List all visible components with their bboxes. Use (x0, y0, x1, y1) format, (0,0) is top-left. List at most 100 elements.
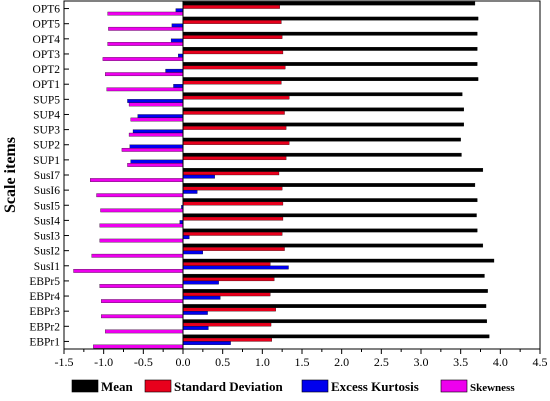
plot-area (63, 0, 541, 350)
bar-susi2-standard-deviation (182, 247, 285, 251)
legend-swatch-skewness (440, 379, 468, 393)
x-tick-label: 0.0 (176, 355, 191, 369)
bar-ebpr3-standard-deviation (182, 307, 276, 312)
bar-susi2-mean (182, 243, 484, 248)
x-tick-label: -1.5 (55, 355, 74, 369)
bar-ebpr4-excess-kurtosis (182, 295, 221, 300)
y-tick-label: SusI3 (34, 231, 60, 243)
bar-susi5-skewness (100, 208, 184, 213)
bar-susi7-standard-deviation (182, 171, 280, 176)
x-tick-marks (63, 349, 541, 354)
bar-susi5-mean (182, 198, 478, 203)
bars-layer (73, 1, 495, 349)
legend-label-skewness: Skewness (470, 382, 515, 394)
bar-ebpr1-standard-deviation (182, 337, 273, 342)
bar-ebpr2-skewness (105, 329, 184, 334)
y-tick-labels: OPT6 OPT5 OPT4 OPT3 OPT2 OPT1 SUP5 SUP4 SUP3 SUP2… (29, 4, 60, 349)
bar-sup5-skewness (128, 102, 184, 107)
bar-sup4-standard-deviation (182, 110, 285, 115)
bar-ebpr4-standard-deviation (182, 292, 271, 297)
bar-opt6-mean (182, 1, 476, 6)
bar-sup5-excess-kurtosis (127, 99, 184, 103)
y-tick-label: SUP4 (33, 109, 60, 121)
x-tick-labels: -1.5 -1.0 -0.5 0.0 0.5 1.0 1.5 2.0 2.5 3.0 3.5 4.0 4… (55, 355, 548, 369)
bar-sup3-mean (182, 122, 464, 127)
bar-susi1-excess-kurtosis (182, 265, 289, 270)
x-tick-label: 2.5 (374, 355, 389, 369)
legend-swatch-standard-deviation (144, 379, 172, 393)
y-tick-label: SusI2 (34, 246, 60, 258)
bar-ebpr4-mean (182, 289, 488, 293)
bar-opt4-skewness (107, 42, 184, 46)
bar-sup5-mean (182, 92, 463, 97)
bar-sup2-standard-deviation (182, 141, 290, 145)
bar-susi7-skewness (90, 178, 184, 182)
bar-ebpr1-skewness (93, 344, 184, 349)
bar-opt1-skewness (106, 87, 184, 92)
x-tick-label: -1.0 (94, 355, 113, 369)
bar-opt1-mean (182, 77, 479, 81)
bar-sup4-excess-kurtosis (137, 114, 184, 119)
bar-sup1-excess-kurtosis (130, 159, 184, 164)
y-tick-label: SUP1 (33, 155, 60, 167)
bar-ebpr5-excess-kurtosis (182, 280, 219, 285)
x-tick-label: 3.5 (453, 355, 468, 369)
y-tick-label: SUP2 (33, 140, 60, 152)
bar-ebpr2-excess-kurtosis (182, 326, 209, 330)
bar-ebpr3-excess-kurtosis (182, 311, 208, 315)
legend-label-mean: Mean (101, 379, 134, 394)
bar-opt3-skewness (102, 57, 184, 61)
bar-sup1-skewness (127, 163, 184, 167)
bar-susi6-mean (182, 183, 476, 187)
y-tick-label: OPT5 (33, 19, 61, 31)
bar-sup4-skewness (130, 117, 184, 122)
bar-ebpr5-mean (182, 273, 485, 278)
y-tick-label: OPT4 (33, 34, 61, 46)
y-tick-label: SUP5 (33, 94, 60, 106)
bar-susi1-mean (182, 258, 495, 263)
x-tick-label: 3.0 (414, 355, 429, 369)
bar-susi2-excess-kurtosis (182, 250, 203, 255)
x-tick-label: 4.0 (493, 355, 508, 369)
bar-ebpr3-mean (182, 304, 487, 308)
legend-label-standard-deviation: Standard Deviation (174, 379, 283, 394)
y-axis-label: Scale items (2, 137, 19, 213)
y-tick-label: SusI4 (34, 215, 60, 227)
bar-susi6-standard-deviation (182, 186, 283, 191)
bar-susi1-skewness (73, 269, 184, 273)
bar-opt3-excess-kurtosis (178, 53, 184, 58)
y-tick-label: EBPr1 (29, 336, 60, 348)
bar-opt3-mean (182, 47, 478, 51)
bar-opt3-standard-deviation (182, 50, 284, 55)
legend-swatch-excess-kurtosis (301, 379, 329, 393)
legend-swatch-mean (71, 379, 99, 393)
bar-susi6-excess-kurtosis (182, 189, 198, 194)
bar-susi3-standard-deviation (182, 231, 283, 236)
bar-susi7-mean (182, 168, 484, 172)
x-tick-label: 1.0 (255, 355, 270, 369)
y-tick-marks (64, 8, 69, 342)
bar-susi6-skewness (96, 193, 184, 198)
bar-ebpr1-excess-kurtosis (182, 341, 231, 345)
y-tick-label: SusI7 (34, 170, 60, 182)
bar-ebpr5-skewness (99, 284, 184, 288)
bar-opt4-mean (182, 31, 478, 36)
bar-ebpr1-mean (182, 334, 490, 339)
bar-opt2-standard-deviation (182, 65, 286, 70)
bar-sup2-excess-kurtosis (129, 144, 184, 149)
bar-opt2-skewness (105, 72, 184, 77)
bar-sup4-mean (182, 107, 464, 112)
bar-opt5-excess-kurtosis (171, 23, 184, 28)
bar-susi5-standard-deviation (182, 201, 284, 206)
bar-susi4-skewness (99, 223, 184, 228)
y-tick-label: OPT1 (33, 79, 61, 91)
y-tick-label: EBPr5 (29, 276, 60, 288)
y-tick-label: SusI1 (34, 261, 60, 273)
bar-ebpr2-mean (182, 319, 487, 324)
bar-opt2-excess-kurtosis (165, 68, 184, 73)
y-tick-label: SusI6 (34, 185, 60, 197)
bar-ebpr2-standard-deviation (182, 322, 272, 327)
bar-ebpr4-skewness (101, 299, 184, 303)
bar-opt1-excess-kurtosis (173, 84, 184, 88)
y-tick-label: OPT6 (33, 4, 61, 16)
